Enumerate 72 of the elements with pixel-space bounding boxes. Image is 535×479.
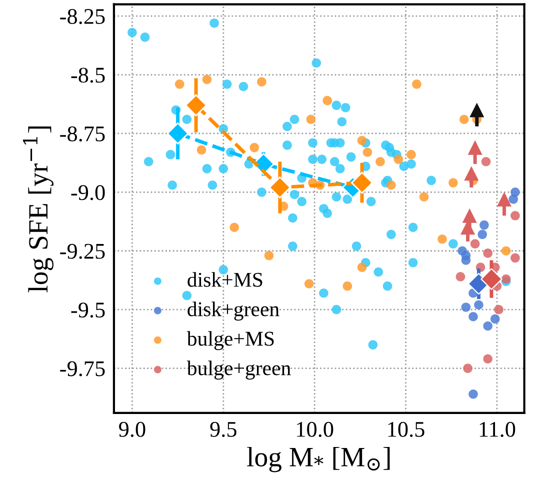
point <box>510 253 520 263</box>
legend-label: disk+green <box>188 302 280 321</box>
point <box>461 302 471 312</box>
point <box>304 279 314 288</box>
point <box>470 239 480 248</box>
point <box>185 94 208 116</box>
point <box>376 156 385 166</box>
point <box>166 122 189 144</box>
x-tick-label: 10.0 <box>297 422 334 437</box>
point <box>462 208 477 223</box>
y-tick-label: -9.25 <box>60 244 105 259</box>
point <box>230 222 239 232</box>
point <box>464 166 479 181</box>
point <box>480 268 502 290</box>
point <box>463 364 472 373</box>
y-axis-title: log SFE [yr$^{−1}$] <box>22 126 54 292</box>
point <box>474 300 484 310</box>
point <box>306 114 316 124</box>
point <box>202 74 212 84</box>
point <box>494 304 504 314</box>
point <box>386 180 396 190</box>
point <box>342 281 352 291</box>
y-tick-label: -9.5 <box>71 302 105 318</box>
point <box>394 154 404 164</box>
point <box>419 192 429 202</box>
point <box>501 274 511 284</box>
legend-label: disk+MS <box>188 272 262 287</box>
y-tick-label: -9.75 <box>60 361 105 376</box>
point <box>412 79 422 89</box>
point <box>483 248 492 258</box>
point <box>483 354 492 364</box>
point <box>459 114 469 124</box>
point <box>461 256 471 265</box>
point <box>468 140 482 155</box>
point <box>468 312 478 322</box>
x-tick-label: 10.5 <box>388 422 424 437</box>
y-tick-label: -8.75 <box>60 126 105 142</box>
point <box>508 194 518 204</box>
point <box>468 389 478 399</box>
point <box>350 172 373 194</box>
point <box>406 150 416 160</box>
point <box>438 234 447 244</box>
point <box>501 246 511 256</box>
point <box>490 314 500 324</box>
x-tick-label: 9.5 <box>210 422 236 437</box>
y-tick-label: -8.5 <box>71 68 105 83</box>
point <box>478 230 488 240</box>
point <box>483 321 492 331</box>
point <box>196 145 206 155</box>
legend-label: bulge+green <box>186 360 291 380</box>
point <box>264 250 274 260</box>
point <box>268 176 291 198</box>
point <box>448 178 458 188</box>
point <box>470 102 484 118</box>
point <box>480 220 489 230</box>
x-tick-label: 9.0 <box>119 422 146 437</box>
legend-label: bulge+MS <box>186 331 274 350</box>
point <box>322 96 332 106</box>
point <box>496 192 512 206</box>
point <box>174 79 184 89</box>
x-axis-title: log M$_{*}$ [M$_{⊙}$] <box>247 446 390 472</box>
y-tick-label: -9.0 <box>71 185 105 200</box>
point <box>510 210 520 220</box>
point <box>481 156 491 166</box>
y-tick-label: -8.25 <box>60 8 105 24</box>
x-tick-label: 11.0 <box>480 422 516 437</box>
point <box>456 272 466 282</box>
point <box>357 136 367 146</box>
point <box>257 77 266 86</box>
point <box>362 148 372 157</box>
point <box>250 142 260 152</box>
point <box>357 262 367 272</box>
